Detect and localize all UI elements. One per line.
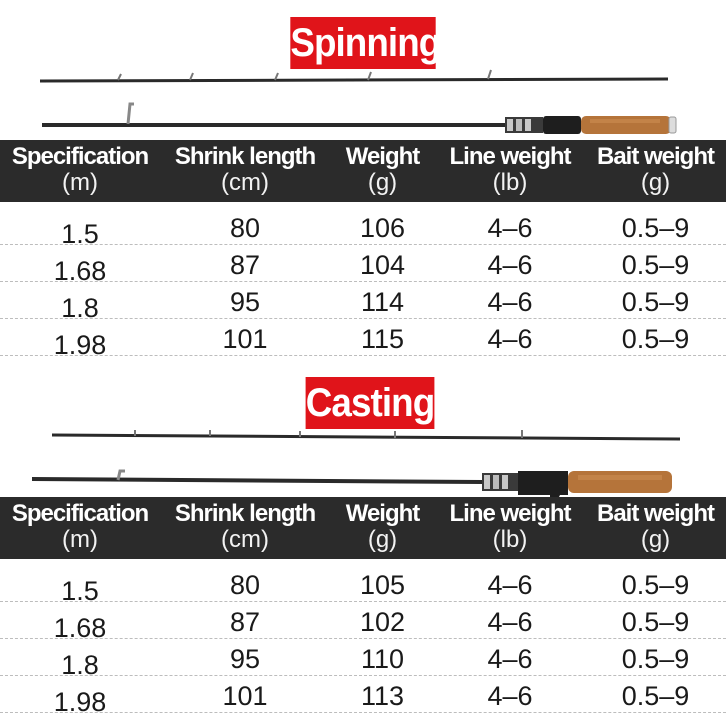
table-row: 1.5 80 106 4–6 0.5–9: [0, 208, 726, 249]
table-cell: 115: [360, 324, 405, 354]
header-cell: Specification (m): [0, 497, 160, 559]
table-cell: 1.8: [61, 650, 99, 680]
table-row: 1.68 87 104 4–6 0.5–9: [0, 245, 726, 286]
table-cell: 101: [222, 681, 268, 711]
table-cell: 95: [229, 287, 261, 317]
header-cell: Bait weight (g): [585, 497, 726, 559]
header-unit: (g): [640, 526, 671, 553]
table-cell: 80: [229, 213, 261, 243]
header-unit: (lb): [492, 526, 528, 553]
table-cell: 0.5–9: [621, 213, 690, 243]
table-cell: 0.5–9: [621, 644, 690, 674]
header-cell: Line weight (lb): [435, 497, 585, 559]
table-cell: 4–6: [487, 324, 533, 354]
spinning-rod-image: [39, 69, 677, 134]
header-unit: (g): [367, 169, 398, 196]
table-cell: 4–6: [487, 644, 533, 674]
table-cell: 1.68: [53, 256, 107, 286]
casting-rod-image: [31, 430, 681, 497]
spinning-spec-table: Specification (m) Shrink length (cm) Weigh…: [0, 140, 726, 360]
header-label: Specification: [11, 143, 149, 170]
table-cell: 113: [360, 681, 405, 711]
table-row: 1.8 95 110 4–6 0.5–9: [0, 639, 726, 680]
header-unit: (m): [62, 169, 98, 196]
header-unit: (lb): [492, 169, 528, 196]
table-body: 1.5 80 106 4–6 0.5–9 1.68 87 104 4–6 0.5…: [0, 208, 726, 360]
table-cell: 87: [229, 250, 261, 280]
header-label: Line weight: [449, 143, 572, 170]
header-label: Specification: [11, 500, 149, 527]
header-label: Weight: [345, 500, 421, 527]
header-cell: Specification (m): [0, 140, 160, 202]
table-cell: 1.5: [61, 576, 99, 606]
header-unit: (cm): [221, 169, 269, 196]
table-row: 1.98 101 115 4–6 0.5–9: [0, 319, 726, 360]
table-cell: 87: [229, 607, 261, 637]
header-unit: (g): [640, 169, 671, 196]
table-cell: 110: [360, 644, 405, 674]
header-unit: (cm): [221, 526, 269, 553]
table-cell: 104: [359, 250, 406, 280]
table-cell: 0.5–9: [621, 607, 690, 637]
table-row: 1.98 101 113 4–6 0.5–9: [0, 676, 726, 717]
header-cell: Weight (g): [330, 497, 435, 559]
table-cell: 4–6: [487, 213, 533, 243]
table-cell: 1.5: [61, 219, 99, 249]
table-cell: 106: [359, 213, 406, 243]
header-label: Weight: [345, 143, 421, 170]
table-cell: 95: [229, 644, 261, 674]
table-header: Specification (m) Shrink length (cm) Weigh…: [0, 140, 726, 202]
header-cell: Weight (g): [330, 140, 435, 202]
header-cell: Bait weight (g): [585, 140, 726, 202]
header-cell: Shrink length (cm): [160, 140, 330, 202]
table-cell: 102: [359, 607, 406, 637]
table-row: 1.5 80 105 4–6 0.5–9: [0, 565, 726, 606]
header-cell: Shrink length (cm): [160, 497, 330, 559]
table-row: 1.68 87 102 4–6 0.5–9: [0, 602, 726, 643]
table-cell: 105: [359, 570, 406, 600]
table-cell: 0.5–9: [621, 287, 690, 317]
table-cell: 1.98: [53, 687, 107, 717]
casting-title: Casting: [305, 377, 435, 429]
spinning-title: Spinning: [290, 17, 441, 69]
table-row: 1.8 95 114 4–6 0.5–9: [0, 282, 726, 323]
header-label: Bait weight: [596, 143, 715, 170]
header-label: Bait weight: [596, 500, 715, 527]
header-label: Shrink length: [174, 143, 316, 170]
table-cell: 0.5–9: [621, 681, 690, 711]
table-body: 1.5 80 105 4–6 0.5–9 1.68 87 102 4–6 0.5…: [0, 565, 726, 717]
table-cell: 1.98: [53, 330, 107, 360]
table-cell: 0.5–9: [621, 324, 690, 354]
table-cell: 114: [360, 287, 405, 317]
table-cell: 80: [229, 570, 261, 600]
table-cell: 4–6: [487, 681, 533, 711]
table-cell: 0.5–9: [621, 250, 690, 280]
table-cell: 4–6: [487, 287, 533, 317]
table-cell: 4–6: [487, 570, 533, 600]
table-cell: 1.68: [53, 613, 107, 643]
header-label: Shrink length: [174, 500, 316, 527]
table-header: Specification (m) Shrink length (cm) Weigh…: [0, 497, 726, 559]
header-unit: (g): [367, 526, 398, 553]
header-cell: Line weight (lb): [435, 140, 585, 202]
header-label: Line weight: [449, 500, 572, 527]
header-unit: (m): [62, 526, 98, 553]
table-cell: 1.8: [61, 293, 99, 323]
table-cell: 0.5–9: [621, 570, 690, 600]
table-cell: 101: [222, 324, 268, 354]
casting-spec-table: Specification (m) Shrink length (cm) Weigh…: [0, 497, 726, 717]
table-cell: 4–6: [487, 250, 533, 280]
table-cell: 4–6: [487, 607, 533, 637]
